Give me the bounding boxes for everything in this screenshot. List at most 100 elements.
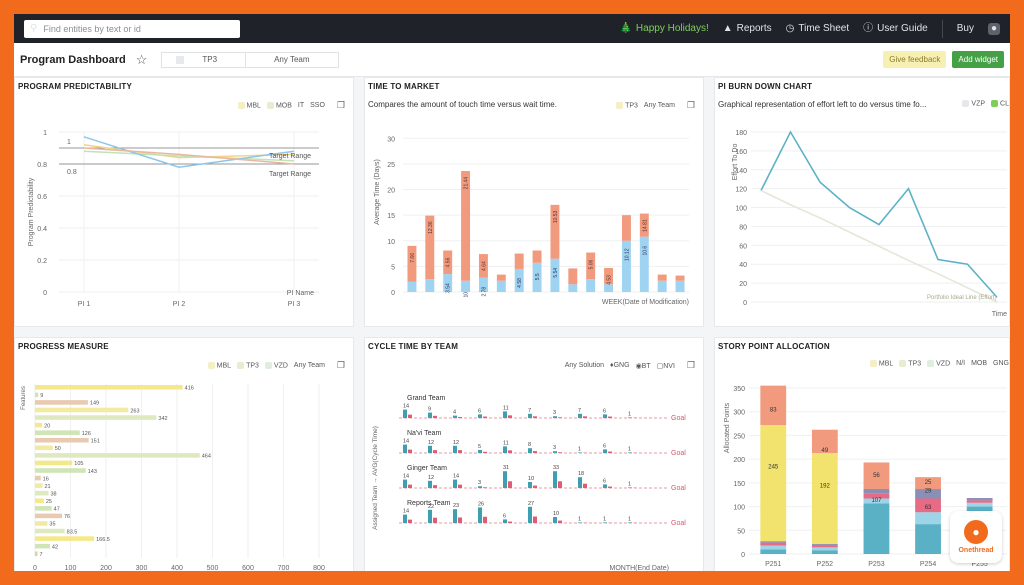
user-guide-link[interactable]: ⓘ User Guide (863, 23, 928, 34)
add-widget-button[interactable]: Add widget (952, 51, 1004, 68)
y-axis-label: Effort To Do (732, 144, 739, 181)
segment-label: 107 (871, 498, 882, 504)
copy-icon[interactable]: ❐ (336, 360, 345, 370)
wait-label: 10.53 (553, 210, 559, 223)
segment-label: 25 (925, 480, 932, 486)
widget-title: STORY POINT ALLOCATION (718, 342, 830, 351)
wait-label: 21.44 (464, 177, 470, 190)
team-label: Grand Team (407, 395, 446, 402)
legend-item[interactable]: TP3 (899, 360, 921, 367)
filter-program-label: TP3 (202, 55, 218, 64)
square-icon: ▢ (656, 362, 664, 370)
goal-label: Goal (671, 450, 686, 457)
legend-item[interactable]: VZP (962, 100, 985, 107)
legend-label: VZD (936, 360, 951, 368)
copy-icon[interactable]: ❐ (336, 100, 345, 110)
y-tick-label: 0 (391, 290, 395, 297)
cycle-bar (583, 483, 587, 488)
legend-item[interactable]: VZD (264, 361, 288, 369)
nav-divider (941, 19, 943, 38)
legend-item[interactable]: ◉BT (636, 362, 651, 370)
widget-cycle-time: CYCLE TIME BY TEAM Any Solution ♦GNG ◉BT… (364, 337, 704, 571)
bar-label: 464 (202, 454, 211, 460)
legend-item[interactable]: Any Team (644, 102, 675, 109)
bar-label: 42 (52, 544, 58, 550)
legend-item[interactable]: ♦GNG (610, 362, 630, 369)
widget-time-to-market: TIME TO MARKET Compares the amount of to… (364, 77, 704, 327)
target-label: Target Range (269, 153, 311, 160)
timesheet-link[interactable]: ◷ Time Sheet (786, 23, 850, 34)
cycle-bar (478, 507, 482, 523)
legend-item[interactable]: MOB (266, 101, 292, 109)
legend-item[interactable]: MBL (207, 361, 231, 369)
stack-segment (863, 462, 890, 490)
cycle-bar (483, 516, 487, 523)
legend-item[interactable]: MOB (971, 360, 987, 367)
user-guide-label: User Guide (877, 23, 928, 34)
widget-legend: TP3 Any Team ❐ (616, 100, 695, 111)
x-tick-label: P255 (971, 561, 987, 568)
legend-item[interactable]: MBL (869, 360, 893, 367)
touch-bar (461, 280, 471, 292)
bar-label: 76 (64, 514, 70, 520)
x-tick-label: PI 2 (173, 301, 186, 308)
bar-label: 10 (528, 476, 534, 482)
person-icon: ● (964, 520, 988, 544)
copy-icon[interactable]: ❐ (686, 360, 695, 370)
buy-link[interactable]: Buy (957, 23, 974, 34)
legend-item[interactable]: Any Solution (565, 362, 604, 369)
progress-bar (35, 506, 52, 511)
cycle-bar (533, 485, 537, 488)
legend-item[interactable]: Any Team (294, 362, 325, 369)
bar-label: 149 (90, 401, 99, 407)
favorite-star-icon[interactable]: ☆ (135, 51, 148, 67)
cycle-bar (403, 409, 407, 418)
widget-legend: MBL TP3 VZD Any Team ❐ (207, 360, 345, 371)
target-label: Target Range (269, 171, 311, 178)
search-box[interactable]: ⚲ (24, 19, 240, 38)
legend-item[interactable]: TP3 (616, 101, 638, 109)
y-tick-label: 100 (735, 206, 747, 213)
legend-item[interactable]: GNG (993, 360, 1009, 367)
avatar[interactable]: ● (987, 22, 1000, 35)
copy-icon[interactable]: ❐ (686, 100, 695, 110)
legend-item[interactable]: N/I (956, 360, 965, 367)
legend-item[interactable]: MBL (237, 101, 261, 109)
legend-item[interactable]: ▢NVI (657, 362, 675, 370)
bar-label: 23 (453, 503, 459, 509)
stack-segment (760, 542, 787, 546)
cycle-bar (508, 481, 512, 488)
legend-item[interactable]: TP3 (237, 361, 259, 369)
y-axis-label: Assigned Team → AVG(Cycle Time) (372, 426, 379, 530)
reports-icon: ▲ (722, 22, 733, 34)
filter-team[interactable]: Any Team (245, 52, 337, 67)
widget-legend: Any Solution ♦GNG ◉BT ▢NVI ❐ (565, 360, 695, 371)
touch-bar (514, 268, 524, 292)
x-tick-label: 100 (65, 565, 77, 571)
progress-bar (35, 407, 129, 413)
bar-label: 1 (578, 446, 581, 452)
legend-item[interactable]: SSO (310, 102, 325, 109)
legend-item[interactable]: VZD (927, 360, 950, 367)
touch-label: 2.78 (481, 287, 487, 297)
legend-item[interactable]: CL (991, 100, 1009, 107)
buy-label: Buy (956, 23, 974, 34)
bar-label: 12 (453, 440, 459, 446)
cycle-bar (453, 479, 457, 488)
onethread-badge[interactable]: ● Onethread (950, 511, 1002, 563)
cycle-bar (408, 484, 412, 488)
cycle-bar (458, 517, 462, 523)
x-tick-label: 0 (33, 565, 37, 571)
reports-link[interactable]: ▲ Reports (723, 23, 772, 34)
stack-segment (966, 498, 993, 501)
bar-label: 14 (403, 474, 409, 480)
search-input[interactable] (43, 23, 224, 34)
holiday-link[interactable]: 🎄 Happy Holidays! (619, 23, 708, 34)
give-feedback-button[interactable]: Give feedback (883, 51, 947, 68)
legend-item[interactable]: IT (298, 102, 304, 109)
cycle-bar (433, 450, 437, 453)
cycle-bar (603, 449, 607, 453)
cycle-bar (408, 449, 412, 453)
filter-program[interactable]: TP3 (162, 53, 245, 67)
legend-swatch-icon (927, 360, 935, 367)
